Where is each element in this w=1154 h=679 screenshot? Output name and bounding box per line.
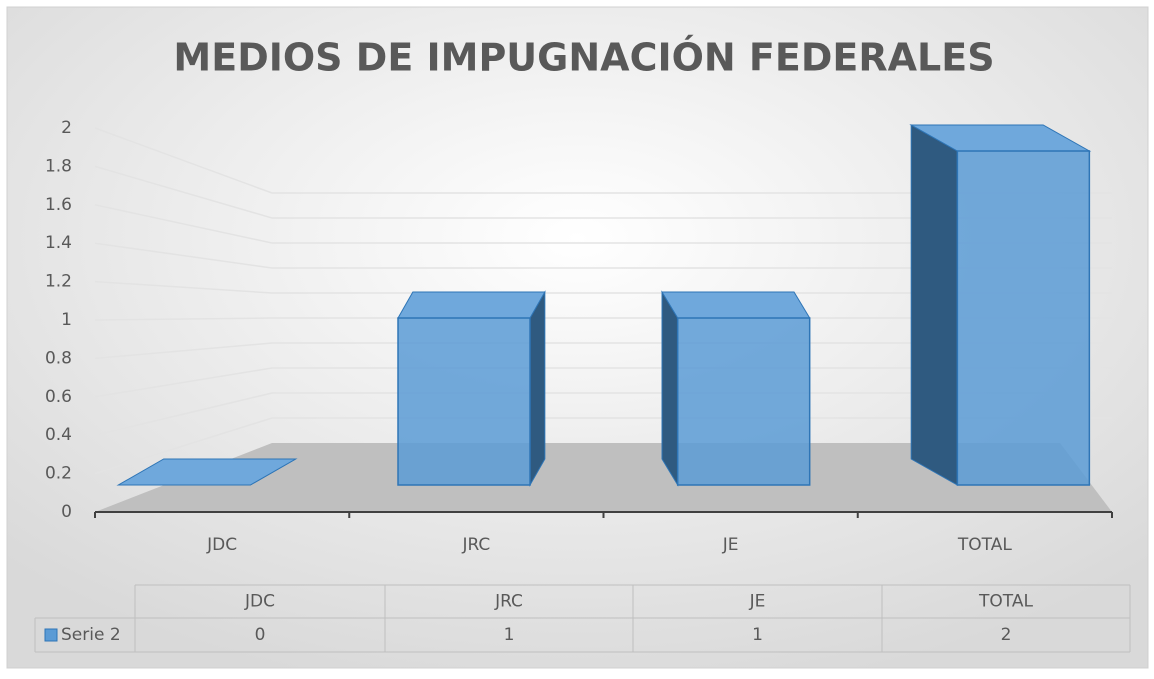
bar <box>661 290 811 487</box>
bar <box>909 124 1092 486</box>
y-tick-label: 1.8 <box>45 156 72 176</box>
table-value: 1 <box>752 625 763 645</box>
y-tick-label: 0.6 <box>45 387 72 407</box>
bar-face <box>661 291 811 319</box>
y-tick-label: 1.6 <box>45 195 72 215</box>
table-value: 2 <box>1001 625 1012 645</box>
grid-line <box>94 165 1112 219</box>
x-tick-label: TOTAL <box>957 535 1012 555</box>
floor <box>95 443 1112 512</box>
grid-line <box>94 317 1112 321</box>
y-tick-label: 0.2 <box>45 464 72 484</box>
bar <box>116 458 298 486</box>
grid-line <box>94 392 1112 436</box>
grid-line <box>94 342 1112 360</box>
table-value: 0 <box>255 625 266 645</box>
legend-key <box>44 628 58 642</box>
y-tick-label: 1.2 <box>45 272 72 292</box>
bar-face <box>910 124 958 486</box>
x-tick-label: JRC <box>461 535 490 555</box>
bar-face <box>397 317 531 486</box>
grid-line <box>94 242 1112 269</box>
table-header: JRC <box>494 592 523 612</box>
table-header: TOTAL <box>978 592 1033 612</box>
y-tick-label: 1 <box>61 310 72 330</box>
y-tick-label: 1.4 <box>45 233 72 253</box>
y-tick-label: 0.4 <box>45 425 72 445</box>
x-tick-label: JE <box>722 535 739 555</box>
bar-face <box>661 290 679 487</box>
grid-line <box>94 280 1112 294</box>
y-tick-label: 2 <box>61 118 72 138</box>
x-tick-label: JDC <box>206 535 237 555</box>
y-tick-label: 0.8 <box>45 348 72 368</box>
bar-face <box>397 291 546 319</box>
chart-title: MEDIOS DE IMPUGNACIÓN FEDERALES <box>173 36 994 80</box>
grid-line <box>94 417 1112 475</box>
grid-line <box>94 127 1112 194</box>
bar-face <box>956 150 1091 486</box>
y-tick-label: 0 <box>61 502 72 522</box>
table-header: JE <box>749 592 766 612</box>
bar-face <box>676 317 811 486</box>
table-header: JDC <box>244 592 275 612</box>
bar-face <box>529 290 546 487</box>
bar <box>397 290 546 487</box>
table-value: 1 <box>504 625 515 645</box>
bar-face <box>116 458 298 486</box>
legend-label: Serie 2 <box>61 625 121 645</box>
grid-line <box>94 204 1112 244</box>
grid-line <box>94 367 1112 398</box>
